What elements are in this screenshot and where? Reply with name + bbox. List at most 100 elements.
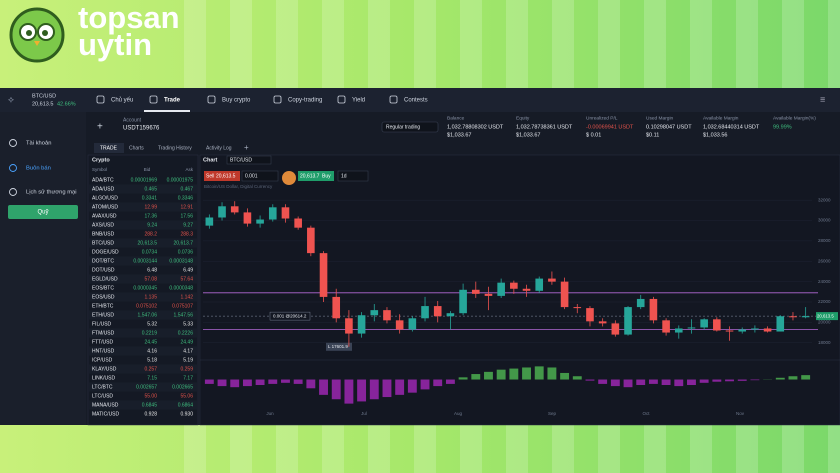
watch-row-bg [89, 220, 197, 230]
menu-icon[interactable]: ≡ [820, 94, 825, 104]
nav-item[interactable]: Yield [352, 98, 365, 104]
watermark: Bitcoin/US Dollar, Digital Currency [204, 184, 273, 189]
watch-row-bg [89, 400, 197, 410]
buy-button[interactable] [298, 171, 334, 181]
tab[interactable]: Charts [129, 145, 144, 151]
watch-symbol[interactable]: ADA/BTC [92, 177, 114, 183]
tab-add[interactable]: + [244, 143, 249, 152]
y-tick-label: 18000 [818, 340, 831, 345]
mode-select[interactable] [381, 121, 439, 133]
watch-symbol[interactable]: ATOM/USD [92, 204, 118, 210]
watch-bid: 17.36 [144, 213, 157, 219]
watch-symbol[interactable]: ADA/USD [92, 186, 115, 192]
x-tick-label: Aug [454, 411, 463, 416]
chart-symbol: BTC/USD [230, 157, 252, 163]
nav-item[interactable]: Buy crypto [222, 98, 251, 104]
candle-body [205, 217, 214, 226]
price-badge-text: 20,613.5 [817, 313, 834, 318]
osc-bar [585, 379, 595, 381]
fund-button[interactable] [8, 205, 78, 219]
osc-bar [496, 369, 506, 380]
watch-symbol[interactable]: DOT/USD [92, 267, 115, 273]
side-item[interactable]: Tài khoản [26, 141, 51, 147]
side-item[interactable]: Buôn bán [26, 166, 51, 172]
osc-bar [458, 377, 468, 380]
nav-item[interactable]: Contests [404, 98, 428, 104]
watch-bid: 20,613.5 [138, 240, 158, 246]
watch-bid: 0.3341 [142, 195, 158, 201]
watch-bid: 0.0000345 [133, 285, 157, 291]
watch-symbol[interactable]: EGLD/USD [92, 276, 118, 282]
watch-symbol[interactable]: ETH/BTC [92, 303, 114, 309]
watch-symbol[interactable]: FTM/USD [92, 330, 115, 336]
watch-symbol[interactable]: BNB/USD [92, 231, 115, 237]
quantity-input[interactable] [241, 170, 279, 182]
price-badge [816, 312, 838, 321]
symbol-select[interactable] [226, 155, 272, 165]
nav-item[interactable]: Chủ yếu [111, 97, 133, 104]
osc-bar [788, 376, 798, 380]
watch-symbol[interactable]: AXS/USD [92, 222, 114, 228]
watch-symbol[interactable]: DOGE/USD [92, 249, 119, 255]
cursor [282, 171, 296, 185]
watch-symbol[interactable]: AVAX/USD [92, 213, 117, 219]
watch-bid: 5.32 [147, 321, 157, 327]
watch-ask: 0.00001975 [167, 177, 194, 183]
watch-symbol[interactable]: MANA/USD [92, 402, 119, 408]
watch-bid: 0.928 [144, 411, 157, 417]
candle-body [598, 321, 607, 324]
watch-bid: 0.075102 [136, 303, 157, 309]
watch-symbol[interactable]: MATIC/USD [92, 411, 120, 417]
y-tick-label: 28000 [818, 238, 831, 243]
candle-body [725, 330, 734, 332]
stat-usd: $1,033.56 [703, 132, 727, 138]
watch-row-bg [89, 184, 197, 194]
candle-body [573, 307, 582, 309]
watch-symbol[interactable]: LTC/USD [92, 393, 113, 399]
candle-body [687, 327, 696, 329]
x-tick-label: Sep [548, 411, 557, 416]
watch-symbol[interactable]: DOT/BTC [92, 258, 114, 264]
watch-symbol[interactable]: BTC/USD [92, 240, 114, 246]
watch-bid: 0.2219 [142, 330, 158, 336]
watch-bid: 55.00 [144, 393, 157, 399]
buy-price: 20,613.7 [300, 173, 320, 179]
timeframe-select[interactable] [337, 170, 369, 182]
candle-body [649, 298, 658, 321]
side-item[interactable]: Lịch sử thương mại [26, 189, 77, 196]
tab[interactable]: Trading History [158, 145, 192, 151]
watch-symbol[interactable]: EOS/BTC [92, 285, 114, 291]
watch-symbol[interactable]: ETH/USD [92, 312, 114, 318]
watch-symbol[interactable]: LTC/BTC [92, 384, 113, 390]
add-account[interactable]: + [97, 122, 103, 133]
nav-icon [273, 95, 282, 104]
watch-row-bg [89, 382, 197, 392]
candle-body [281, 207, 290, 219]
watch-symbol[interactable]: KLAY/USD [92, 366, 117, 372]
watch-symbol[interactable]: ALGO/USD [92, 195, 118, 201]
tab[interactable]: Activity Log [206, 145, 232, 151]
watch-ask: 0.0736 [178, 249, 194, 255]
sell-button[interactable] [204, 171, 240, 181]
ticker-change: 42.66% [57, 101, 76, 107]
watchlist-title[interactable]: Crypto [92, 157, 110, 163]
watch-symbol[interactable]: FTT/USD [92, 339, 113, 345]
candle-body [395, 320, 404, 330]
tab[interactable]: TRADE [100, 145, 118, 151]
nav-item[interactable]: Trade [164, 98, 181, 104]
watch-bid: 5.18 [147, 357, 157, 363]
watch-symbol[interactable]: EOS/USD [92, 294, 115, 300]
candle-body [636, 298, 645, 308]
nav-item[interactable]: Copy-trading [288, 98, 322, 104]
watch-symbol[interactable]: FIL/USD [92, 321, 112, 327]
watch-ask: 5.33 [183, 321, 193, 327]
watch-symbol[interactable]: LINK/USD [92, 375, 115, 381]
watch-bid: 0.257 [144, 366, 157, 372]
watch-symbol[interactable]: ICP/USD [92, 357, 113, 363]
watch-ask: 57.64 [180, 276, 193, 282]
watch-bid: 288.2 [144, 231, 157, 237]
osc-bar [268, 379, 278, 384]
watch-bid: 1,547.06 [138, 312, 158, 318]
watch-symbol[interactable]: HNT/USD [92, 348, 115, 354]
